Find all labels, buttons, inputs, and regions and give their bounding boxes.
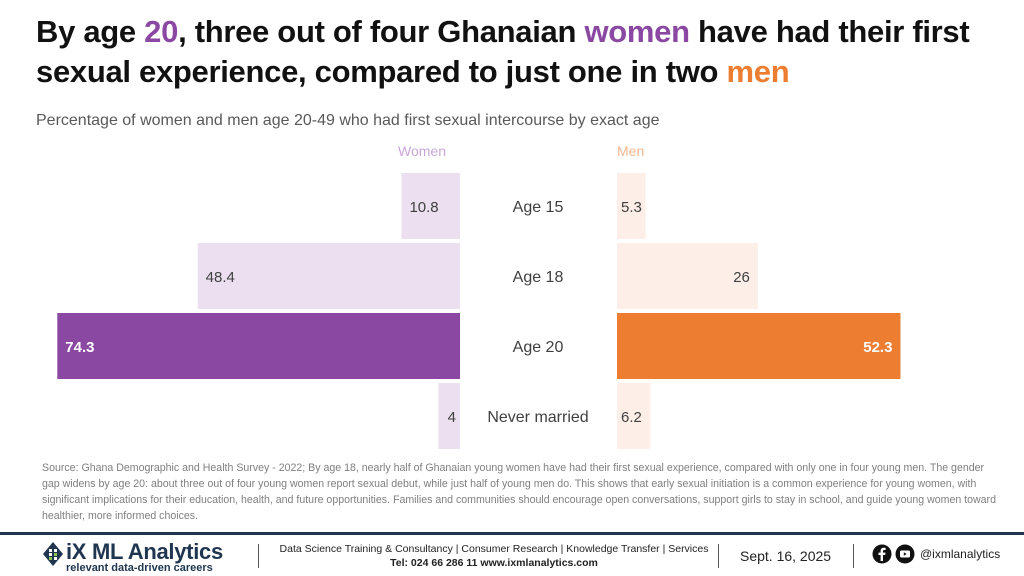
bar-men-3 xyxy=(617,383,651,449)
footer-divider xyxy=(0,532,1024,535)
bar-men-0 xyxy=(617,173,646,239)
services-block: Data Science Training & Consultancy | Co… xyxy=(272,542,716,570)
label-women-0: 10.8 xyxy=(409,199,438,216)
publish-date: Sept. 16, 2025 xyxy=(740,548,832,564)
bar-women-3 xyxy=(438,383,460,449)
social-links: @ixmlanalytics xyxy=(872,544,1000,564)
label-women-3: 4 xyxy=(448,409,456,426)
label-men-2: 52.3 xyxy=(863,339,892,356)
bar-women-0 xyxy=(401,173,460,239)
contact-text: Tel: 024 66 286 11 www.ixmlanalytics.com xyxy=(390,557,598,569)
title-part-normal: have had their first sexual experience, … xyxy=(36,14,970,89)
butterfly-bar-chart: 10.8 5.3 Age 15 48.4 26 Age 18 74.3 52.3 Age 20 4… xyxy=(57,173,901,449)
label-women-2: 74.3 xyxy=(65,339,94,356)
bar-women-1 xyxy=(197,243,460,309)
footer: iX ML Analytics relevant data-driven car… xyxy=(0,538,1024,576)
label-men-3: 6.2 xyxy=(621,409,642,426)
title-part-women: women xyxy=(584,14,690,49)
facebook-icon[interactable] xyxy=(872,544,892,564)
chart-subtitle: Percentage of women and men age 20-49 wh… xyxy=(36,112,660,129)
chart-title: By age 20, three out of four Ghanaian wo… xyxy=(36,12,1016,92)
source-note: Source: Ghana Demographic and Health Sur… xyxy=(42,462,996,522)
bar-men-1 xyxy=(617,243,758,309)
category-label: Never married xyxy=(487,409,588,426)
title-part-men: men xyxy=(726,54,790,89)
logo-tagline: relevant data-driven careers xyxy=(66,562,213,574)
title-part-women: 20 xyxy=(144,14,179,49)
services-text: Data Science Training & Consultancy | Co… xyxy=(279,543,709,555)
category-label: Age 20 xyxy=(513,339,564,356)
logo-diamond-icon xyxy=(43,542,63,566)
bar-women-2 xyxy=(57,313,460,379)
social-handle[interactable]: @ixmlanalytics xyxy=(920,547,1001,561)
legend-women: Women xyxy=(398,143,446,159)
footer-separator xyxy=(853,544,854,568)
footer-separator xyxy=(718,544,719,568)
logo-name: iX ML Analytics xyxy=(66,539,223,564)
label-men-1: 26 xyxy=(733,269,750,286)
footer-separator xyxy=(258,544,259,568)
bar-men-2 xyxy=(617,313,901,379)
title-part-normal: , three out of four Ghanaian xyxy=(178,14,585,49)
label-women-1: 48.4 xyxy=(206,269,235,286)
youtube-icon[interactable] xyxy=(895,544,915,564)
legend-men: Men xyxy=(617,143,645,159)
label-men-0: 5.3 xyxy=(621,199,642,216)
category-label: Age 15 xyxy=(513,199,564,216)
category-label: Age 18 xyxy=(513,269,564,286)
title-part-normal: By age xyxy=(36,14,145,49)
